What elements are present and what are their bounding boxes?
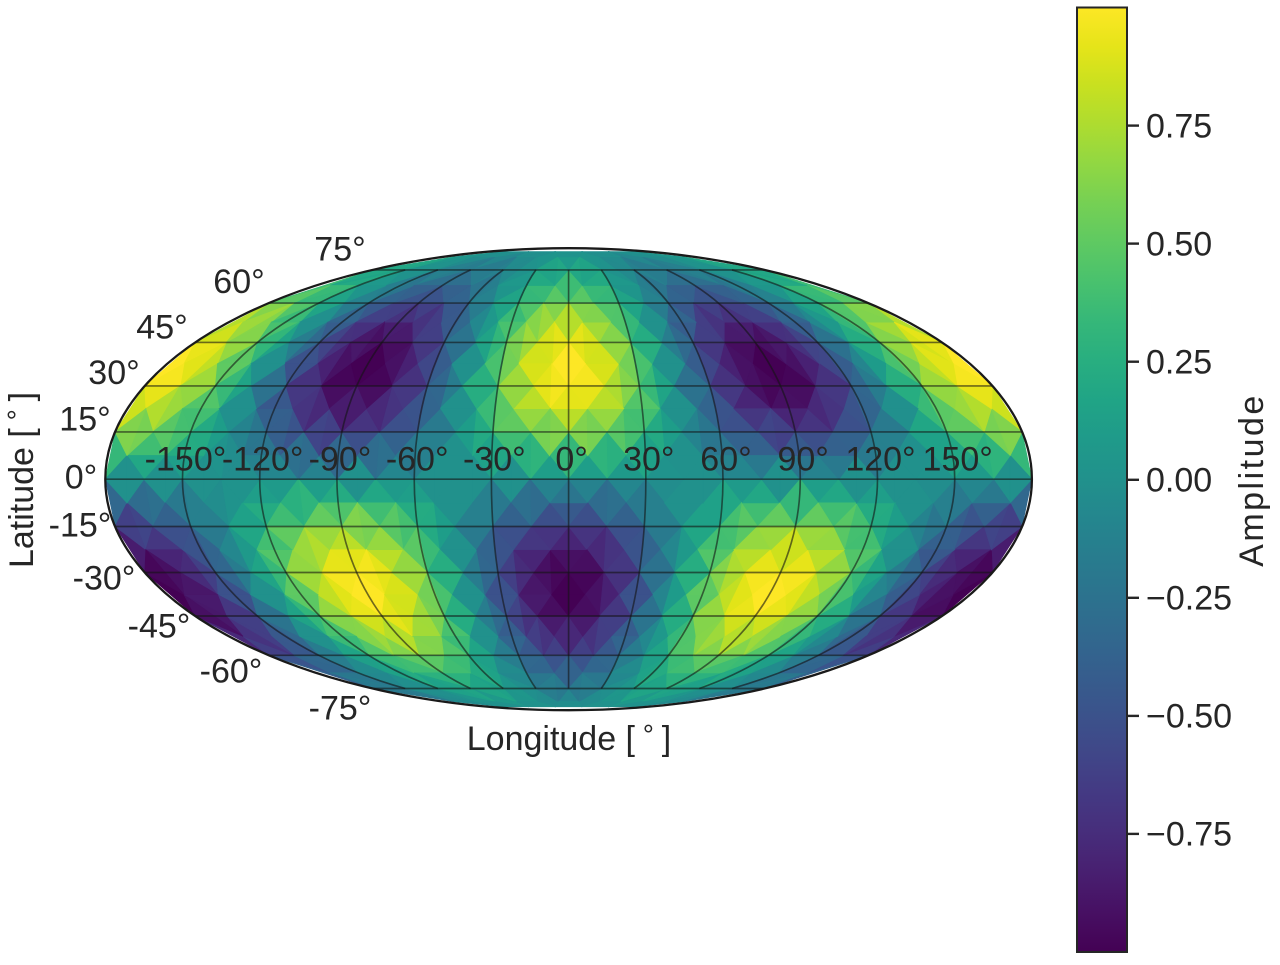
svg-text:-30°: -30° bbox=[463, 441, 526, 479]
svg-text:0.50: 0.50 bbox=[1146, 225, 1212, 263]
svg-text:0.00: 0.00 bbox=[1146, 461, 1212, 499]
svg-text:−0.25: −0.25 bbox=[1146, 580, 1232, 618]
svg-text:90°: 90° bbox=[777, 441, 828, 479]
svg-text:-90°: -90° bbox=[309, 441, 372, 479]
svg-text:150°: 150° bbox=[923, 441, 993, 479]
svg-text:-15°: -15° bbox=[49, 507, 112, 545]
svg-text:30°: 30° bbox=[88, 354, 139, 392]
svg-text:-75°: -75° bbox=[309, 690, 372, 728]
svg-text:Longitude [ ° ]: Longitude [ ° ] bbox=[467, 719, 671, 758]
svg-text:-45°: -45° bbox=[128, 608, 191, 646]
svg-text:60°: 60° bbox=[213, 263, 264, 301]
svg-text:75°: 75° bbox=[314, 230, 365, 268]
svg-text:-150°: -150° bbox=[145, 441, 227, 479]
svg-text:0.75: 0.75 bbox=[1146, 107, 1212, 145]
svg-text:15°: 15° bbox=[59, 400, 110, 438]
svg-text:0°: 0° bbox=[65, 459, 98, 497]
svg-text:0.25: 0.25 bbox=[1146, 343, 1212, 381]
svg-text:−0.50: −0.50 bbox=[1146, 698, 1232, 736]
svg-text:0°: 0° bbox=[555, 441, 588, 479]
svg-text:30°: 30° bbox=[623, 441, 674, 479]
svg-text:-60°: -60° bbox=[386, 441, 449, 479]
svg-text:-120°: -120° bbox=[222, 441, 304, 479]
svg-text:−0.75: −0.75 bbox=[1146, 816, 1232, 854]
svg-text:45°: 45° bbox=[136, 308, 187, 346]
svg-text:-30°: -30° bbox=[73, 560, 136, 598]
svg-text:Amplitude: Amplitude bbox=[1233, 393, 1271, 567]
svg-text:-60°: -60° bbox=[200, 653, 263, 691]
svg-text:120°: 120° bbox=[845, 441, 915, 479]
svg-text:60°: 60° bbox=[700, 441, 751, 479]
